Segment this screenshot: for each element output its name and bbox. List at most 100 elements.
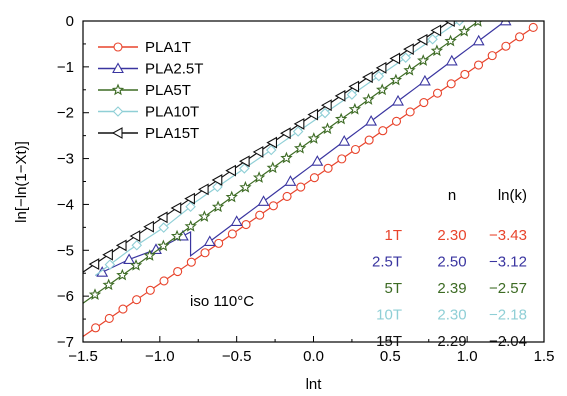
data-point (319, 107, 331, 119)
data-point (473, 21, 483, 27)
data-point (307, 132, 320, 144)
legend-label: PLA5T (145, 82, 191, 99)
data-point (362, 71, 373, 84)
data-point (131, 239, 143, 251)
x-tick-label: 0.0 (303, 348, 324, 365)
table-cell-n: 2.30 (437, 227, 466, 244)
series-line (94, 21, 460, 276)
data-point (501, 41, 511, 51)
table-cell-lnk: −2.57 (489, 280, 527, 297)
data-point (373, 70, 385, 82)
data-point (102, 248, 113, 261)
data-point (293, 117, 305, 130)
series-line (83, 21, 451, 273)
data-point (129, 258, 143, 271)
data-point (417, 54, 430, 66)
series-PLA10T (94, 21, 465, 276)
data-point (458, 24, 471, 37)
legend-marker (112, 62, 124, 74)
table-row: 1T 2.30 −3.43 (384, 227, 527, 244)
data-point (432, 88, 443, 98)
data-point (419, 98, 429, 108)
data-point (159, 276, 169, 286)
y-tick-label: −3 (57, 151, 74, 168)
table-row: 2.5T 2.50 −3.12 (372, 254, 527, 271)
table-cell-n: 2.39 (437, 280, 466, 297)
data-point (255, 210, 265, 220)
data-point (334, 89, 346, 102)
table-header: n (448, 187, 456, 204)
y-tick-label: −7 (57, 334, 74, 351)
legend-item: PLA10T (98, 104, 199, 121)
y-tick-label: 0 (66, 13, 74, 30)
data-point (460, 69, 470, 79)
data-point (104, 259, 116, 270)
data-point (268, 201, 278, 211)
data-point (348, 102, 361, 115)
table-cell-n: 2.50 (437, 254, 466, 271)
y-axis-label: ln[−ln(1−Xt)] (13, 141, 30, 223)
table-row: 5T 2.39 −2.57 (384, 280, 527, 297)
data-point (296, 182, 306, 192)
data-point (454, 21, 465, 27)
legend-marker (111, 127, 123, 139)
data-point (116, 268, 129, 281)
legend-item: PLA15T (98, 125, 199, 142)
table-cell-lnk: −2.04 (489, 333, 527, 350)
data-point (400, 52, 411, 63)
data-point (170, 229, 184, 242)
data-point (473, 60, 484, 70)
table-cell-label: 5T (384, 280, 402, 297)
legend-marker (112, 106, 124, 117)
data-point (88, 288, 102, 300)
table-cell-label: 2.5T (372, 254, 402, 271)
data-point (257, 195, 270, 206)
data-point (338, 135, 351, 146)
data-point (200, 248, 210, 258)
data-point (334, 112, 348, 125)
data-point (280, 127, 291, 140)
parameter-table: n ln(k) 1T 2.30 −3.43 2.5T 2.50 −3.12 5T 2.39 −2.5… (372, 187, 527, 350)
data-point (403, 43, 414, 56)
data-point (499, 21, 512, 26)
x-tick-label: −1.5 (68, 348, 98, 365)
data-point (225, 164, 236, 177)
data-point (104, 313, 114, 324)
data-point (378, 126, 388, 136)
data-point (129, 230, 141, 242)
x-tick-label: −0.5 (222, 348, 252, 365)
data-point (132, 295, 142, 305)
table-row: 15T 2.29 −2.04 (376, 333, 527, 350)
data-point (239, 180, 252, 193)
series-line (83, 26, 534, 337)
data-point (115, 239, 127, 252)
table-header: ln(k) (498, 187, 527, 204)
data-point (416, 33, 428, 46)
plot-area (83, 21, 538, 337)
data-point (185, 201, 196, 212)
data-point (337, 154, 347, 164)
data-point (170, 202, 182, 214)
table-cell-label: 15T (376, 333, 402, 350)
data-point (211, 200, 225, 213)
data-point (184, 219, 197, 232)
data-point (528, 22, 538, 33)
data-point (389, 52, 401, 65)
data-point (238, 155, 250, 168)
y-axis: 0 −1 −2 −3 −4 −5 −6 −7 (57, 13, 89, 351)
legend-label: PLA15T (145, 125, 199, 142)
data-point (156, 211, 168, 224)
data-point (472, 34, 485, 46)
x-axis-label: lnt (306, 376, 323, 393)
data-point (362, 93, 375, 105)
data-point (405, 107, 415, 117)
x-tick-label: −1.0 (145, 348, 175, 365)
data-point (158, 222, 169, 233)
legend-marker (111, 83, 125, 96)
data-point (309, 173, 319, 183)
data-point (143, 249, 156, 261)
x-tick-label: 1.0 (457, 348, 478, 365)
data-point (143, 220, 154, 233)
table-cell-lnk: −3.43 (489, 227, 527, 244)
table-cell-lnk: −2.18 (489, 307, 527, 324)
